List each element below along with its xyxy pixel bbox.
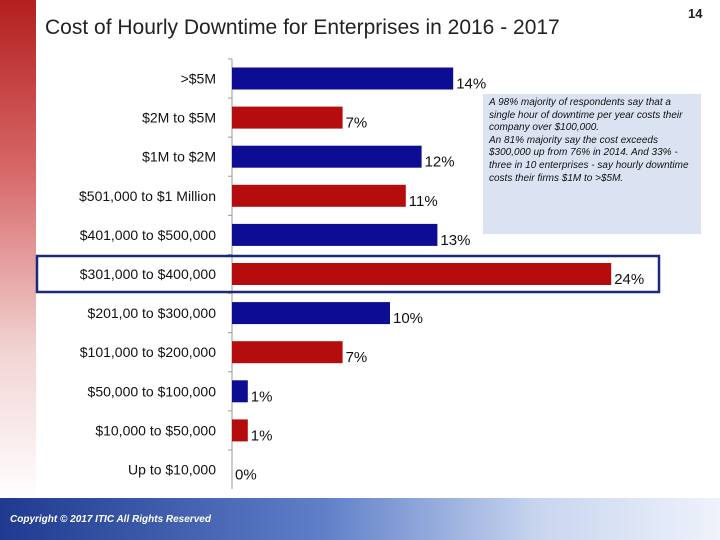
bar-3 xyxy=(232,184,406,207)
data-label-3: 11% xyxy=(409,193,438,210)
category-label-1: $2M to $5M xyxy=(142,110,216,126)
bar-8 xyxy=(232,380,248,403)
category-label-9: $10,000 to $50,000 xyxy=(95,422,216,438)
callout-text: A 98% majority of respondents say that a… xyxy=(489,97,689,184)
category-label-5: $301,000 to $400,000 xyxy=(80,266,216,282)
bar-9 xyxy=(232,419,248,442)
category-label-6: $201,00 to $300,000 xyxy=(88,305,217,321)
slide-number: 14 xyxy=(688,6,703,21)
data-label-8: 1% xyxy=(251,388,273,405)
bar-1 xyxy=(232,106,343,129)
category-label-4: $401,000 to $500,000 xyxy=(80,227,216,243)
bar-0 xyxy=(232,67,454,90)
category-label-8: $50,000 to $100,000 xyxy=(88,383,217,399)
category-label-2: $1M to $2M xyxy=(142,149,216,165)
category-label-7: $101,000 to $200,000 xyxy=(80,344,216,360)
data-label-7: 7% xyxy=(346,349,368,366)
data-label-0: 14% xyxy=(456,76,486,93)
callout-box: A 98% majority of respondents say that a… xyxy=(483,94,701,234)
bar-6 xyxy=(232,302,390,325)
left-accent-band xyxy=(0,0,36,500)
bar-2 xyxy=(232,145,422,168)
highlight-frame xyxy=(35,254,661,294)
copyright-text: Copyright © 2017 ITIC All Rights Reserve… xyxy=(10,514,211,525)
category-label-3: $501,000 to $1 Million xyxy=(79,188,216,204)
data-label-2: 12% xyxy=(425,154,455,171)
footer-band xyxy=(0,498,720,540)
category-label-10: Up to $10,000 xyxy=(128,462,216,478)
downtime-cost-bar-chart: >$5M 14% $2M to $5M 7% $1M to $2M 12% $501,000… xyxy=(35,58,661,490)
bar-5 xyxy=(232,263,612,285)
page-title: Cost of Hourly Downtime for Enterprises … xyxy=(45,16,560,39)
data-label-9: 1% xyxy=(251,427,273,444)
data-label-4: 13% xyxy=(440,232,470,249)
bar-7 xyxy=(232,341,343,364)
bar-4 xyxy=(232,223,438,246)
data-label-6: 10% xyxy=(393,310,423,327)
data-label-1: 7% xyxy=(346,115,368,132)
data-label-10: 0% xyxy=(235,467,257,484)
category-label-0: >$5M xyxy=(181,71,216,87)
data-label-5: 24% xyxy=(614,271,644,288)
